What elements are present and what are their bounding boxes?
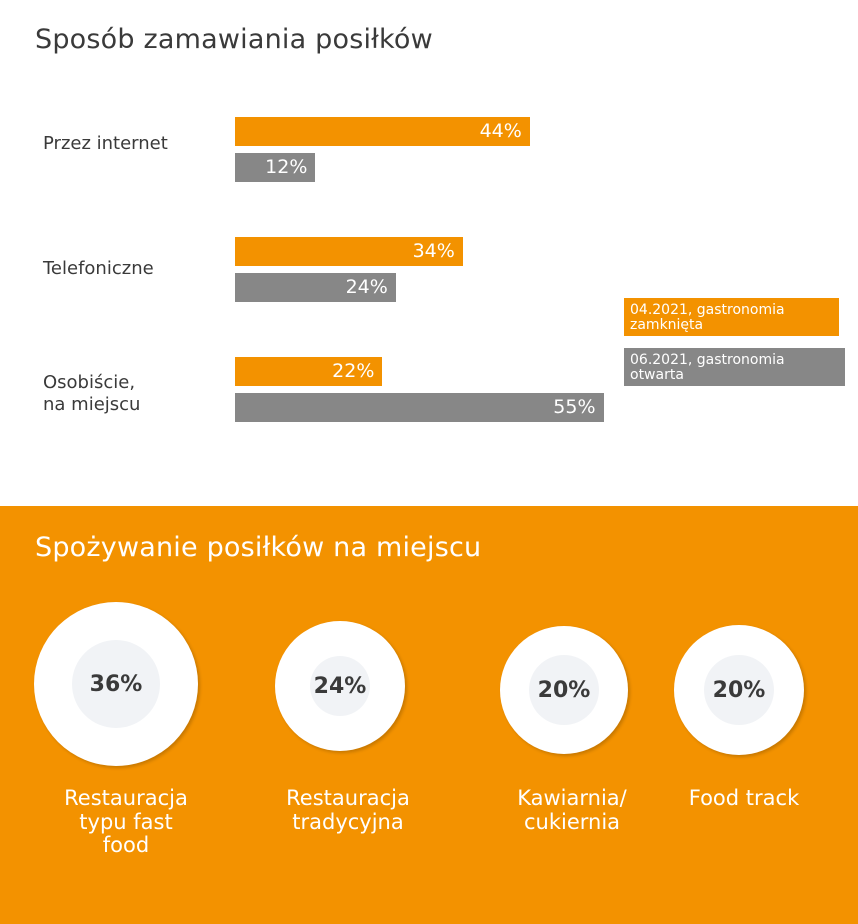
legend-item: 04.2021, gastronomia zamknięta bbox=[624, 298, 839, 336]
bubble-category-label: Food track bbox=[688, 786, 800, 810]
bar: 12% bbox=[235, 153, 316, 182]
bubble: 24% bbox=[275, 621, 405, 751]
bar-value-label: 24% bbox=[345, 276, 388, 298]
bubble-value-label: 36% bbox=[72, 640, 160, 728]
category-label: Przez internet bbox=[43, 133, 168, 154]
bar-value-label: 34% bbox=[412, 240, 455, 262]
bar: 55% bbox=[235, 393, 604, 422]
bar-value-label: 22% bbox=[332, 360, 375, 382]
legend-item: 06.2021, gastronomia otwarta bbox=[624, 348, 845, 386]
bar-value-label: 44% bbox=[479, 120, 522, 142]
bar: 22% bbox=[235, 357, 383, 386]
dine-in-chart-title: Spożywanie posiłków na miejscu bbox=[35, 532, 482, 563]
bubble: 36% bbox=[34, 602, 198, 766]
ordering-chart-title: Sposób zamawiania posiłków bbox=[35, 24, 433, 55]
bubble: 20% bbox=[500, 626, 628, 754]
bar: 24% bbox=[235, 273, 396, 302]
bubble-value-label: 20% bbox=[529, 655, 599, 725]
category-label: Telefoniczne bbox=[43, 258, 154, 279]
bubble-category-label: Restauracja tradycyjna bbox=[286, 786, 410, 834]
bar-value-label: 55% bbox=[553, 396, 596, 418]
bar: 44% bbox=[235, 117, 530, 146]
bar-value-label: 12% bbox=[265, 156, 308, 178]
bubble-value-label: 20% bbox=[704, 655, 774, 725]
bubble-category-label: Kawiarnia/ cukiernia bbox=[517, 786, 627, 834]
bubble-category-label: Restauracja typu fast food bbox=[64, 786, 188, 857]
bubble-value-label: 24% bbox=[310, 656, 370, 716]
bar: 34% bbox=[235, 237, 463, 266]
category-label: Osobiście, na miejscu bbox=[43, 372, 141, 415]
bubble: 20% bbox=[674, 625, 804, 755]
